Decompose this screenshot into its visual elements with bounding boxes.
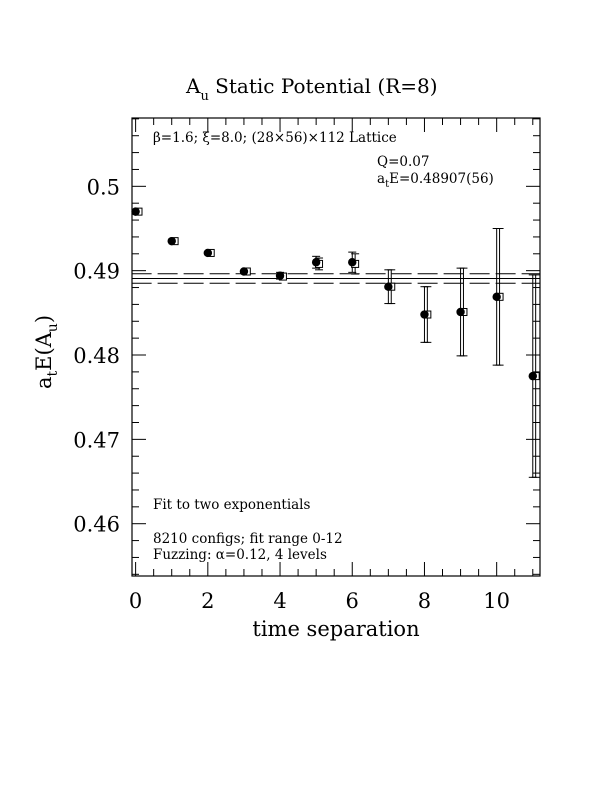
data-point-circle [239,267,249,276]
y-tick-label: 0.47 [73,428,120,452]
data-point-circle [131,207,140,216]
ylabel-t: t [45,371,61,377]
x-tick-label: 0 [129,589,142,613]
ylabel-u: u [45,323,61,332]
energy-rest: E=0.48907(56) [389,171,494,187]
fit-band-layer [131,273,540,284]
data-point-circle [384,282,393,291]
data-point-circle [348,258,357,267]
ylabel-a: a [32,377,56,390]
q-annotation: Q=0.07 [377,154,429,170]
lattice-annotation: β=1.6; ξ=8.0; (28×56)×112 Lattice [153,130,397,146]
data-point-circle [203,248,213,258]
energy-a: a [377,171,385,187]
x-tick-label: 8 [418,589,431,613]
y-tick-label: 0.48 [73,344,120,368]
data-point-circle [420,310,429,319]
title-main: A [185,74,201,98]
data-point-circle [456,307,465,317]
ylabel-mid: E(A [32,331,56,371]
fit-annotation: Fit to two exponentials [153,497,311,513]
data-point-circle [167,236,176,246]
title-sub: u [200,89,208,104]
ticks-layer: 0 2 4 6 8 10 0.46 0.47 0.48 0.49 0.5 [73,118,540,613]
data-point-circle [528,371,537,381]
y-axis-label: atE(Au) [32,315,61,389]
x-tick-label: 10 [483,589,510,613]
fuzzing-annotation: Fuzzing: α=0.12, 4 levels [153,547,327,563]
data-point-circle [275,271,285,280]
x-tick-label: 6 [346,589,359,613]
y-tick-label: 0.49 [73,260,120,284]
y-tick-label: 0.46 [73,513,120,537]
ylabel-end: ) [32,315,56,323]
y-tick-label: 0.5 [87,175,120,199]
data-points-layer [131,207,540,478]
x-tick-label: 2 [201,589,214,613]
energy-annotation: atE=0.48907(56) [377,171,494,190]
plot-frame [131,117,541,577]
title-rest: Static Potential (R=8) [209,74,438,98]
x-tick-label: 4 [273,589,286,613]
data-point-circle [311,258,321,267]
data-point-circle [492,292,501,302]
configs-annotation: 8210 configs; fit range 0-12 [153,531,343,547]
x-axis-label: time separation [252,617,419,641]
energy-t: t [385,179,389,190]
chart-title: Au Static Potential (R=8) [185,74,438,104]
